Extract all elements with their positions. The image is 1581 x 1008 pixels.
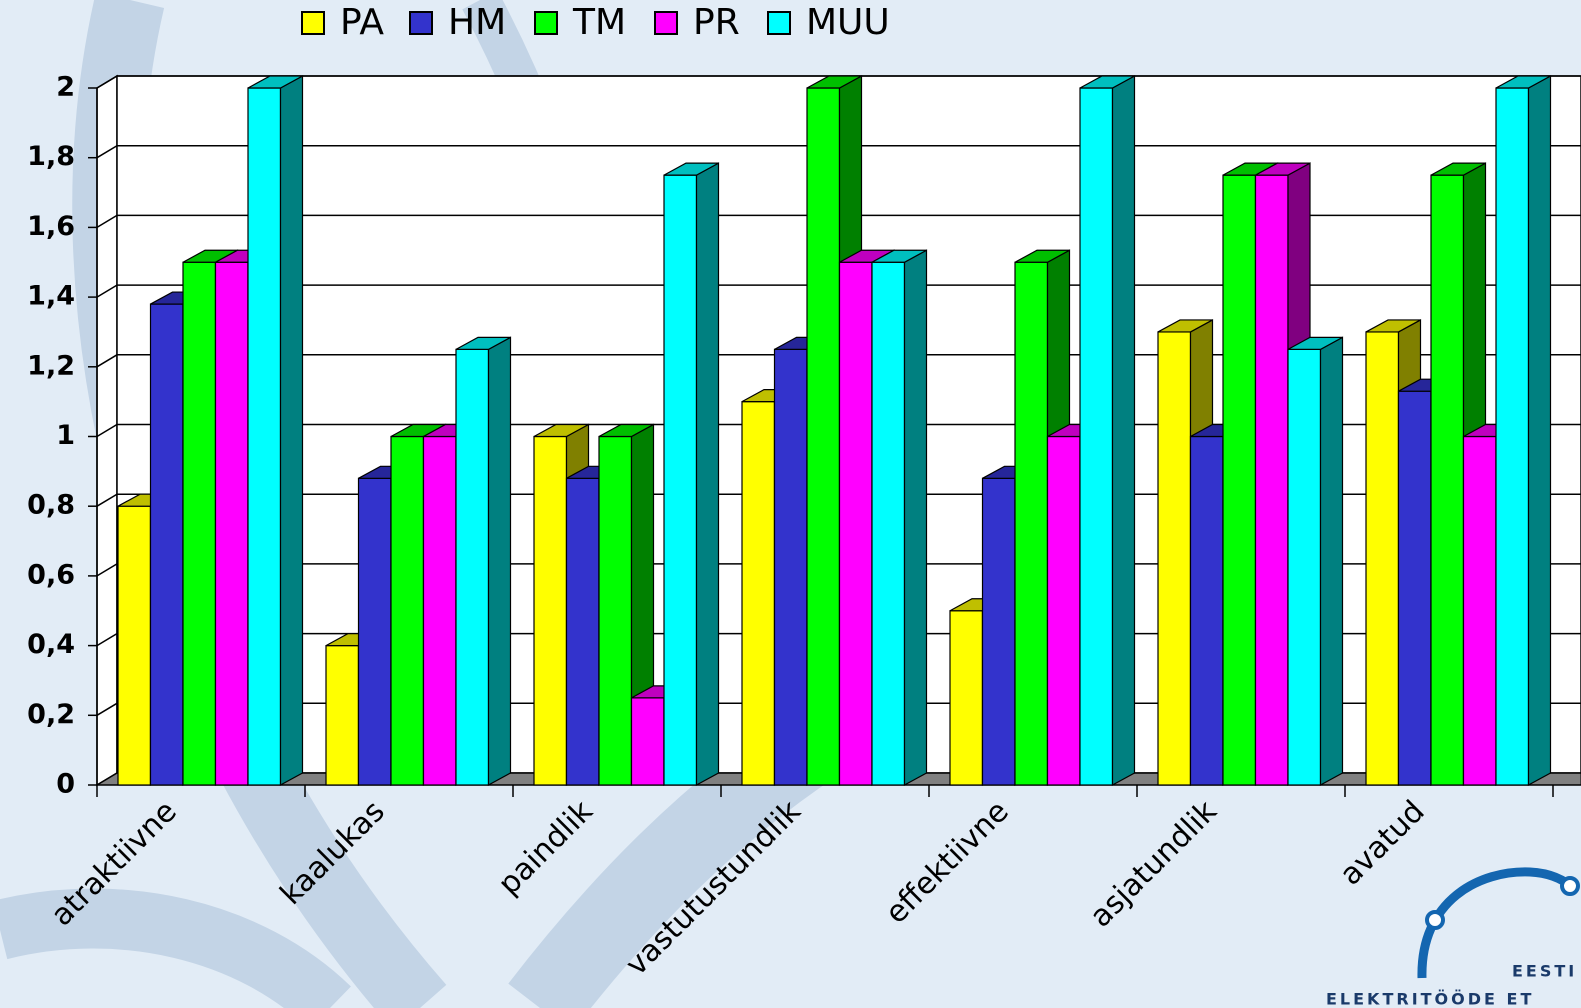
bar-front — [598, 435, 633, 786]
y-tick-label: 1,2 — [27, 350, 75, 381]
bar-front — [214, 261, 249, 786]
logo-text: EESTI — [1512, 962, 1577, 981]
swoosh — [0, 888, 351, 1008]
bar-front — [247, 87, 282, 786]
y-tick-label: 0 — [56, 769, 75, 800]
bar-front — [1462, 435, 1497, 786]
bar-front — [455, 348, 490, 786]
bar-side — [695, 162, 720, 787]
y-tick-label: 1 — [56, 420, 75, 451]
bar — [871, 249, 928, 787]
legend-label: TM — [572, 2, 626, 43]
bar — [663, 162, 720, 787]
legend-swatch — [654, 11, 678, 35]
logo-dot — [1425, 910, 1445, 930]
grid-line — [96, 75, 1581, 89]
y-tick-label: 1,8 — [27, 141, 75, 172]
bar — [1287, 336, 1344, 787]
bar — [247, 74, 304, 787]
bar-side — [1319, 336, 1344, 787]
bar-front — [1157, 331, 1192, 786]
bar-front — [422, 435, 457, 786]
bar-front — [1189, 435, 1224, 786]
bar-front — [1046, 435, 1081, 786]
bar-front — [565, 477, 600, 786]
bar-front — [325, 644, 360, 786]
bar-top — [533, 423, 589, 438]
bar-front — [390, 435, 425, 786]
bar-front — [838, 261, 873, 786]
bar-front — [981, 477, 1016, 786]
y-tick-label: 0,6 — [27, 559, 75, 590]
bar-front — [806, 87, 841, 786]
bar-side — [279, 74, 304, 787]
y-tick-label: 1,6 — [27, 211, 75, 242]
bar-front — [1365, 331, 1400, 786]
y-tick-label: 0,2 — [27, 699, 75, 730]
legend-label: HM — [448, 2, 506, 43]
bar-front — [1430, 174, 1465, 786]
bar-side — [487, 336, 512, 787]
bar-top — [247, 75, 303, 89]
bar-top — [1430, 162, 1486, 176]
bar-top — [806, 75, 862, 89]
logo-text: ELEKTRITÖÖDE ET — [1326, 990, 1534, 1008]
legend-label: PR — [693, 2, 740, 43]
bar-top — [455, 336, 511, 350]
legend-swatch — [409, 11, 433, 35]
legend-label: PA — [340, 2, 384, 43]
legend-label: MUU — [806, 2, 890, 43]
bar-front — [1079, 87, 1114, 786]
bar-top — [1287, 336, 1343, 350]
bar-front — [1397, 390, 1432, 786]
logo-dot — [1560, 876, 1580, 896]
bar-side — [1111, 74, 1136, 787]
bar-top — [1255, 162, 1311, 176]
bar-front — [1254, 174, 1289, 786]
y-tick-label: 2 — [56, 72, 75, 103]
bar-front — [117, 505, 152, 786]
logo-arc — [1417, 867, 1579, 979]
bar-side — [1527, 74, 1552, 787]
bar-front — [1495, 87, 1530, 786]
bar-top — [1365, 319, 1421, 333]
bar-top — [1157, 319, 1213, 333]
legend-swatch — [767, 11, 791, 35]
bar-front — [663, 174, 698, 786]
bar-front — [1287, 348, 1322, 786]
y-tick-label: 1,4 — [27, 281, 75, 312]
bar-front — [741, 401, 776, 786]
bar-front — [949, 610, 984, 786]
logo: EESTI ELEKTRITÖÖDE ET — [1326, 867, 1580, 1008]
bar-front — [1014, 261, 1049, 786]
bar — [455, 336, 512, 787]
bar-front — [871, 261, 906, 786]
bar-top — [598, 423, 654, 438]
bar-front — [1222, 174, 1257, 786]
bar-top — [871, 249, 927, 263]
bar-top — [1495, 75, 1551, 89]
bar-front — [773, 348, 808, 786]
legend-swatch — [301, 11, 325, 35]
bar-front — [630, 697, 665, 786]
bar-front — [149, 303, 184, 786]
legend-swatch — [534, 11, 558, 35]
bar-side — [903, 249, 928, 787]
bar-front — [533, 435, 568, 786]
bar-top — [663, 162, 719, 176]
bar-front — [357, 477, 392, 786]
y-tick-label: 0,4 — [27, 629, 75, 660]
bar — [1079, 74, 1136, 787]
bar-front — [182, 261, 217, 786]
bar-top — [1079, 75, 1135, 89]
bar — [1495, 74, 1552, 787]
bar-top — [1014, 249, 1070, 263]
y-tick-label: 0,8 — [27, 490, 75, 521]
